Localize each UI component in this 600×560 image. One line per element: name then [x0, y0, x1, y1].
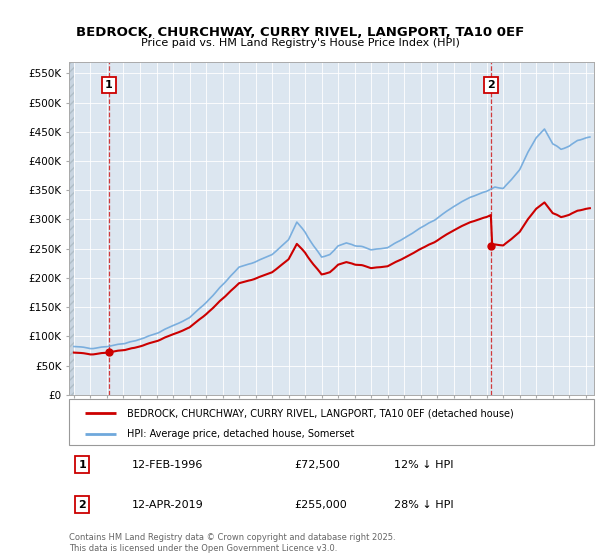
- Text: 2: 2: [487, 80, 495, 90]
- Text: 12% ↓ HPI: 12% ↓ HPI: [395, 460, 454, 470]
- Text: 1: 1: [78, 460, 86, 470]
- FancyBboxPatch shape: [69, 399, 594, 445]
- Text: 1: 1: [105, 80, 113, 90]
- Text: 2: 2: [78, 500, 86, 510]
- Text: £255,000: £255,000: [295, 500, 347, 510]
- Text: Price paid vs. HM Land Registry's House Price Index (HPI): Price paid vs. HM Land Registry's House …: [140, 38, 460, 48]
- Text: Contains HM Land Registry data © Crown copyright and database right 2025.
This d: Contains HM Land Registry data © Crown c…: [69, 533, 395, 553]
- Text: 12-APR-2019: 12-APR-2019: [132, 500, 204, 510]
- Text: BEDROCK, CHURCHWAY, CURRY RIVEL, LANGPORT, TA10 0EF: BEDROCK, CHURCHWAY, CURRY RIVEL, LANGPOR…: [76, 26, 524, 39]
- Text: £72,500: £72,500: [295, 460, 341, 470]
- Text: 28% ↓ HPI: 28% ↓ HPI: [395, 500, 454, 510]
- Text: HPI: Average price, detached house, Somerset: HPI: Average price, detached house, Some…: [127, 429, 354, 438]
- Text: BEDROCK, CHURCHWAY, CURRY RIVEL, LANGPORT, TA10 0EF (detached house): BEDROCK, CHURCHWAY, CURRY RIVEL, LANGPOR…: [127, 408, 514, 418]
- Text: 12-FEB-1996: 12-FEB-1996: [132, 460, 203, 470]
